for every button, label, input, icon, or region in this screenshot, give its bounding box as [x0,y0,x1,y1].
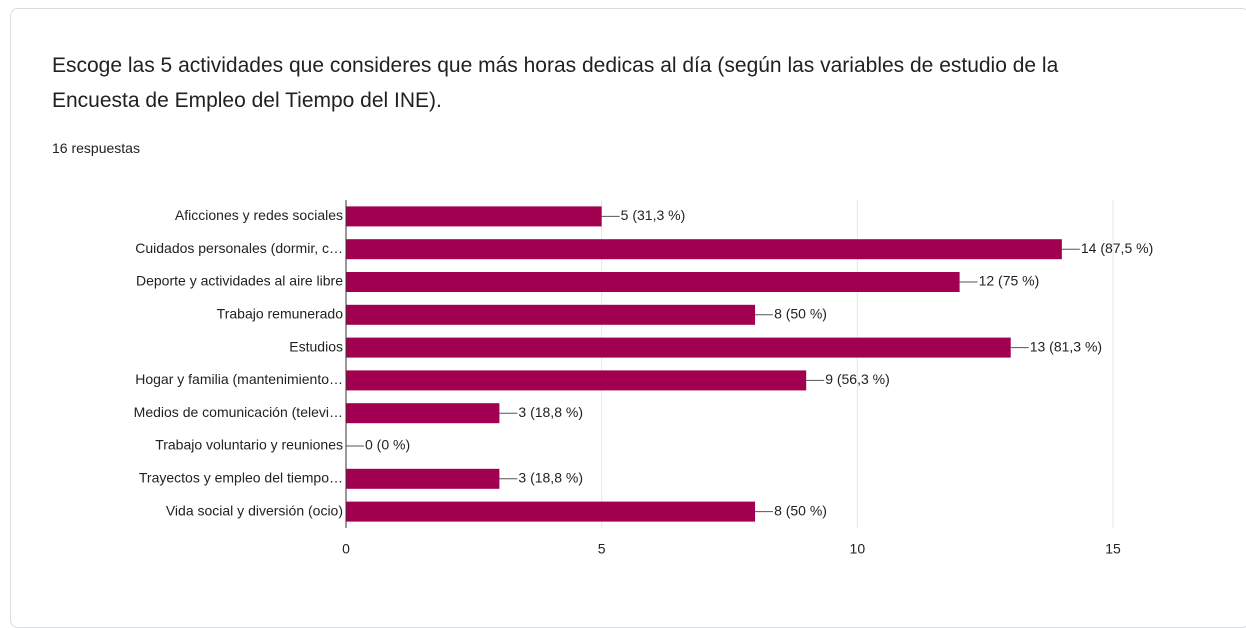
value-label: 8 (50 %) [774,502,827,518]
x-tick-label: 15 [1105,541,1121,557]
bar [346,304,756,325]
value-label: 3 (18,8 %) [518,404,583,420]
value-label: 14 (87,5 %) [1081,240,1153,256]
bar [346,239,1062,260]
y-tick-label: Trayectos y empleo del tiempo… [139,470,343,486]
bar [346,403,500,424]
x-tick-label: 0 [342,541,350,557]
question-title: Escoge las 5 actividades que consideres … [52,54,1059,112]
y-tick-label: Cuidados personales (dormir, c… [135,240,343,256]
y-tick-label: Estudios [289,338,343,354]
y-tick-label: Trabajo remunerado [217,306,344,322]
y-tick-label: Trabajo voluntario y reuniones [155,437,343,453]
value-label: 13 (81,3 %) [1030,338,1102,354]
y-tick-label: Aficciones y redes sociales [175,207,343,223]
response-count: 16 respuestas [52,140,140,156]
value-label: 9 (56,3 %) [825,371,890,387]
bar [346,272,960,292]
value-label: 5 (31,3 %) [621,207,686,223]
x-tick-label: 5 [598,541,606,557]
y-tick-label: Vida social y diversión (ocio) [166,502,343,518]
bar [346,370,807,391]
value-label: 3 (18,8 %) [518,470,583,486]
bar [346,337,1011,358]
x-tick-label: 10 [850,541,866,557]
value-label: 0 (0 %) [365,437,410,453]
y-tick-label: Medios de comunicación (televi… [134,404,343,420]
value-label: 8 (50 %) [774,306,827,322]
value-label: 12 (75 %) [979,273,1040,289]
y-tick-label: Deporte y actividades al aire libre [136,273,343,289]
bar [346,206,602,227]
y-tick-label: Hogar y familia (mantenimiento… [135,371,343,387]
bar [346,501,756,522]
bar [346,468,500,489]
